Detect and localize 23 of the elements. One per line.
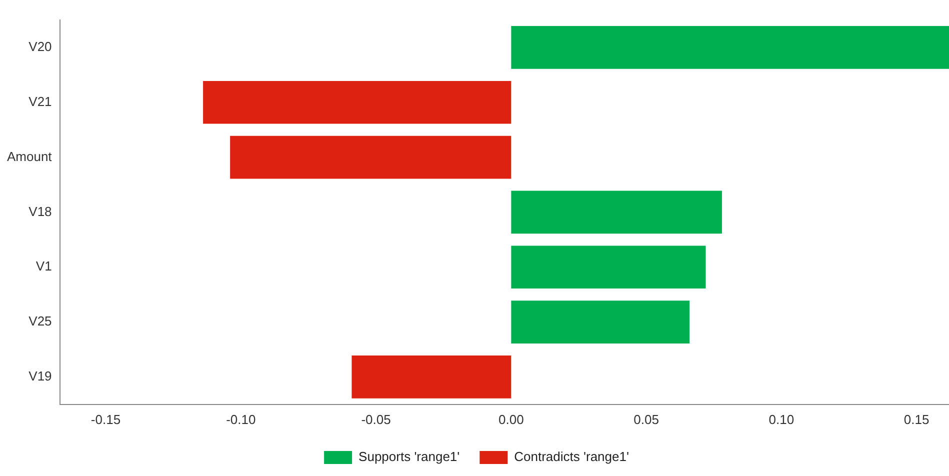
bar	[511, 190, 722, 234]
legend-label: Contradicts 'range1'	[514, 449, 629, 464]
y-tick-label: Amount	[6, 148, 52, 164]
x-tick-label: 0.05	[634, 412, 659, 427]
bar	[511, 26, 949, 69]
bar	[203, 80, 512, 124]
x-tick-label: 0.00	[498, 412, 524, 427]
x-tick-label: -0.15	[90, 412, 121, 427]
bar	[511, 246, 706, 289]
bar	[511, 300, 690, 344]
y-tick-label: V18	[28, 204, 52, 219]
y-tick-label: V25	[28, 314, 52, 329]
bar	[230, 136, 512, 179]
x-tick-label: -0.10	[226, 412, 256, 427]
bar	[352, 356, 512, 398]
y-tick-label: V21	[28, 94, 52, 109]
y-tick-label: V1	[36, 258, 52, 274]
y-tick-label: V19	[28, 368, 52, 384]
x-tick-label: -0.05	[361, 412, 391, 427]
y-tick-label: V20	[28, 39, 52, 54]
x-tick-label: 0.10	[768, 412, 794, 427]
x-tick-label: 0.15	[904, 412, 930, 427]
legend-label: Supports 'range1'	[358, 449, 460, 464]
